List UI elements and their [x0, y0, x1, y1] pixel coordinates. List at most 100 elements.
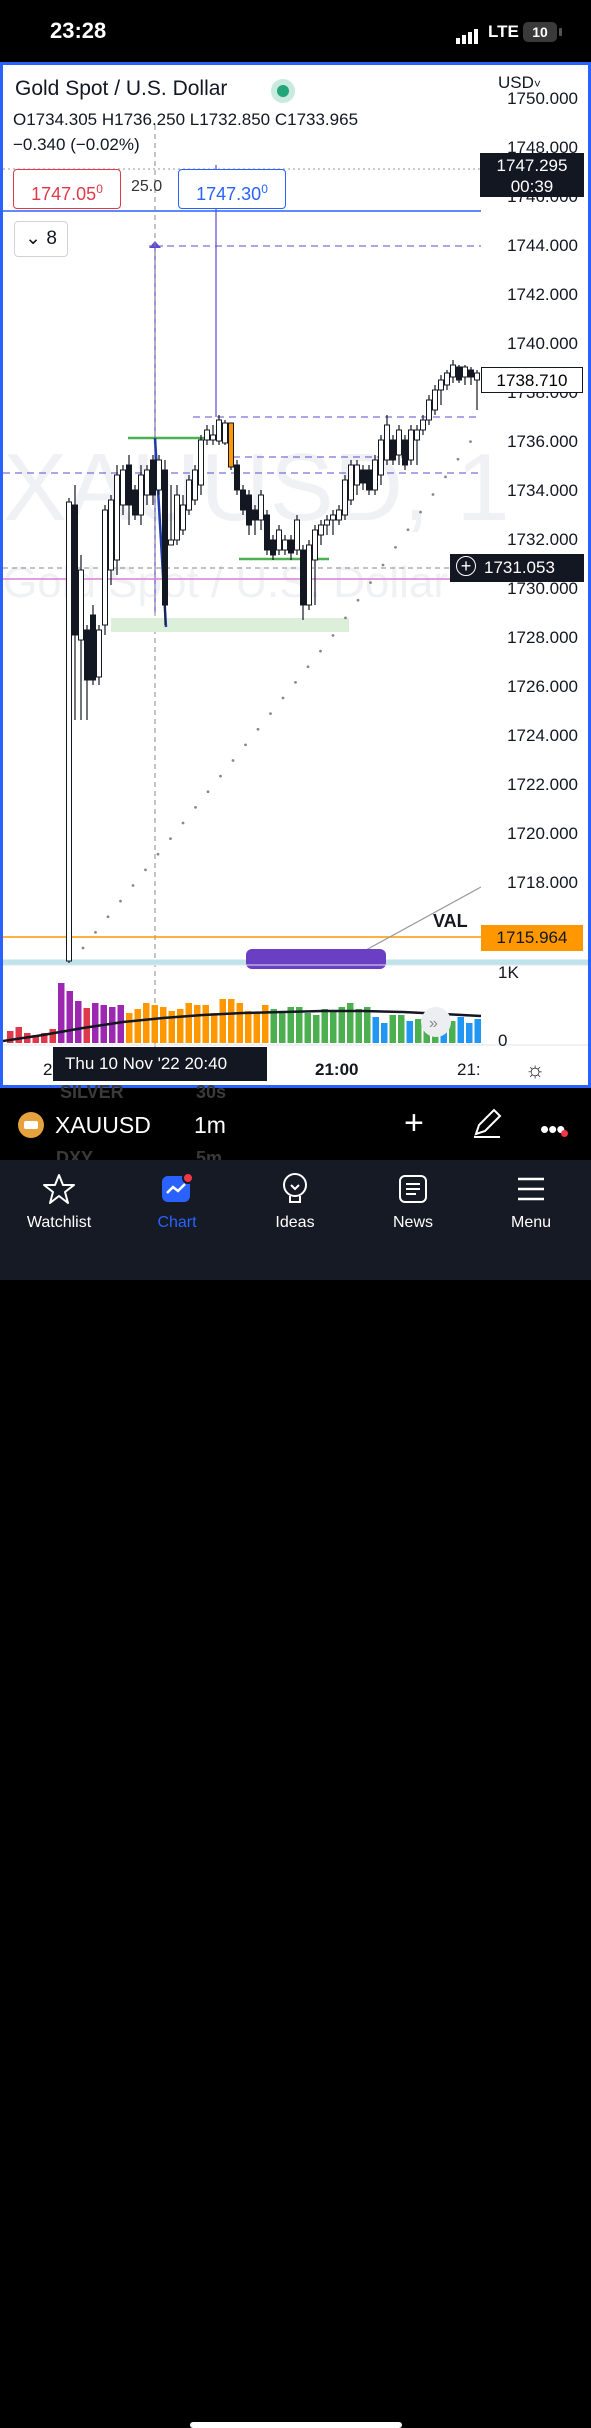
star-icon — [9, 1172, 109, 1206]
symbol-selector[interactable]: XAUUSD — [55, 1112, 151, 1138]
volume-bar — [202, 1005, 209, 1043]
candle-body — [84, 629, 90, 681]
candle-body — [114, 474, 120, 561]
volume-bar — [75, 1001, 82, 1043]
drawing-pen-icon[interactable] — [470, 1106, 504, 1145]
candle-body — [438, 379, 444, 391]
volume-bar — [92, 1003, 99, 1043]
sell-button[interactable]: 1747.050 — [13, 169, 121, 209]
home-indicator — [190, 2422, 402, 2428]
candle-body — [282, 539, 288, 551]
candle-body — [366, 469, 372, 491]
candle-body — [72, 504, 78, 636]
volume-bar — [347, 1003, 354, 1043]
vwap-dot — [369, 581, 372, 585]
volume-bar — [466, 1023, 473, 1043]
add-plus-icon[interactable]: + — [404, 1104, 424, 1142]
vwap-dot — [381, 563, 385, 567]
vwap-dot — [469, 440, 472, 444]
vwap-dot — [319, 649, 322, 653]
indicators-toggle-button[interactable]: ⌄ 8 — [14, 221, 68, 257]
more-dots-icon[interactable]: ••• — [540, 1114, 565, 1144]
vwap-dot — [281, 696, 285, 700]
nav-watchlist[interactable]: Watchlist — [9, 1172, 109, 1232]
vwap-dot — [256, 727, 260, 731]
volume-bar — [245, 1011, 252, 1043]
nav-chart[interactable]: Chart — [127, 1172, 227, 1232]
nav-news[interactable]: News — [363, 1172, 463, 1232]
volume-bar — [415, 1019, 422, 1043]
vwap-dot — [206, 790, 210, 794]
candle-body — [132, 489, 138, 516]
symbol-title[interactable]: Gold Spot / U.S. Dollar — [15, 77, 228, 100]
buy-button[interactable]: 1747.300 — [178, 169, 286, 209]
settings-gear-icon[interactable]: ☼ — [525, 1057, 546, 1082]
volume-scale-bottom: 0 — [498, 1031, 508, 1050]
price-axis-tick: 1740.000 — [507, 334, 578, 353]
volume-bar — [109, 1007, 116, 1043]
volume-bar — [66, 991, 73, 1043]
nav-ideas[interactable]: Ideas — [245, 1172, 345, 1232]
volume-bar — [457, 1017, 464, 1043]
val-price-label: 1715.964 — [481, 925, 583, 951]
candle-body — [330, 514, 336, 521]
volume-bar — [151, 1005, 158, 1043]
interval-selector[interactable]: 1m — [194, 1112, 226, 1138]
nav-label: Watchlist — [26, 1214, 92, 1231]
network-label: LTE — [488, 22, 519, 41]
volume-bar — [211, 1013, 218, 1043]
status-bar: 23:28 LTE 10 — [0, 0, 591, 62]
price-axis-tick: 1736.000 — [507, 432, 578, 451]
volume-bar — [296, 1007, 303, 1043]
volume-bar — [49, 1029, 56, 1043]
vwap-dot — [356, 598, 360, 602]
volume-bar — [228, 999, 235, 1043]
vwap-dot — [244, 743, 247, 747]
candle-body — [354, 464, 360, 486]
volume-bar — [168, 1011, 175, 1043]
vwap-dot — [94, 930, 97, 934]
candle-body — [462, 366, 468, 378]
candle-body — [348, 464, 354, 501]
vwap-dot — [406, 528, 410, 532]
volume-bar — [126, 1013, 133, 1043]
candle-body — [150, 459, 156, 496]
price-axis-tick: 1748.000 — [507, 138, 578, 157]
currency-selector[interactable]: USD˅ — [494, 73, 545, 93]
add-alert-icon[interactable]: + — [456, 556, 476, 576]
scroll-right-button — [421, 1007, 451, 1037]
last-price-label: 1738.710 — [481, 367, 583, 393]
volume-bar — [279, 1013, 286, 1043]
vwap-dot — [106, 915, 110, 919]
candle-body — [210, 434, 216, 441]
vwap-dot — [294, 680, 297, 684]
candle-body — [378, 439, 384, 476]
candle-body — [138, 474, 144, 516]
candle-body — [174, 494, 180, 541]
crosshair-price-label[interactable]: +1731.053 — [450, 554, 584, 582]
vwap-dot — [306, 665, 310, 669]
volume-bar — [287, 1007, 294, 1043]
ohlc-values: O1734.305 H1736.250 L1732.850 C1733.965 — [13, 110, 359, 129]
candle-body — [390, 439, 396, 461]
chart-canvas[interactable]: XAUUSD, 1 Gold Spot / U.S. Dollar » — [3, 65, 588, 1085]
nav-menu[interactable]: Menu — [481, 1172, 581, 1232]
nav-label: Chart — [157, 1214, 197, 1231]
vwap-dot — [269, 712, 272, 716]
candle-body — [342, 479, 348, 516]
volume-bar — [83, 1008, 90, 1043]
price-axis-tick: 1720.000 — [507, 824, 578, 843]
price-axis-tick: 1728.000 — [507, 628, 578, 647]
vwap-dot — [456, 457, 460, 461]
volume-bar — [338, 1007, 345, 1043]
candle-body — [186, 479, 192, 511]
chart-panel[interactable]: XAUUSD, 1 Gold Spot / U.S. Dollar » Gold… — [0, 62, 591, 1088]
notification-dot — [561, 1130, 568, 1137]
volume-bar — [160, 1007, 167, 1043]
candle-body — [420, 419, 426, 431]
val-label: VAL — [433, 911, 468, 931]
volume-bar — [304, 1013, 311, 1043]
candle-body — [258, 494, 264, 521]
vwap-dot — [156, 852, 160, 856]
candle-body — [78, 569, 84, 641]
